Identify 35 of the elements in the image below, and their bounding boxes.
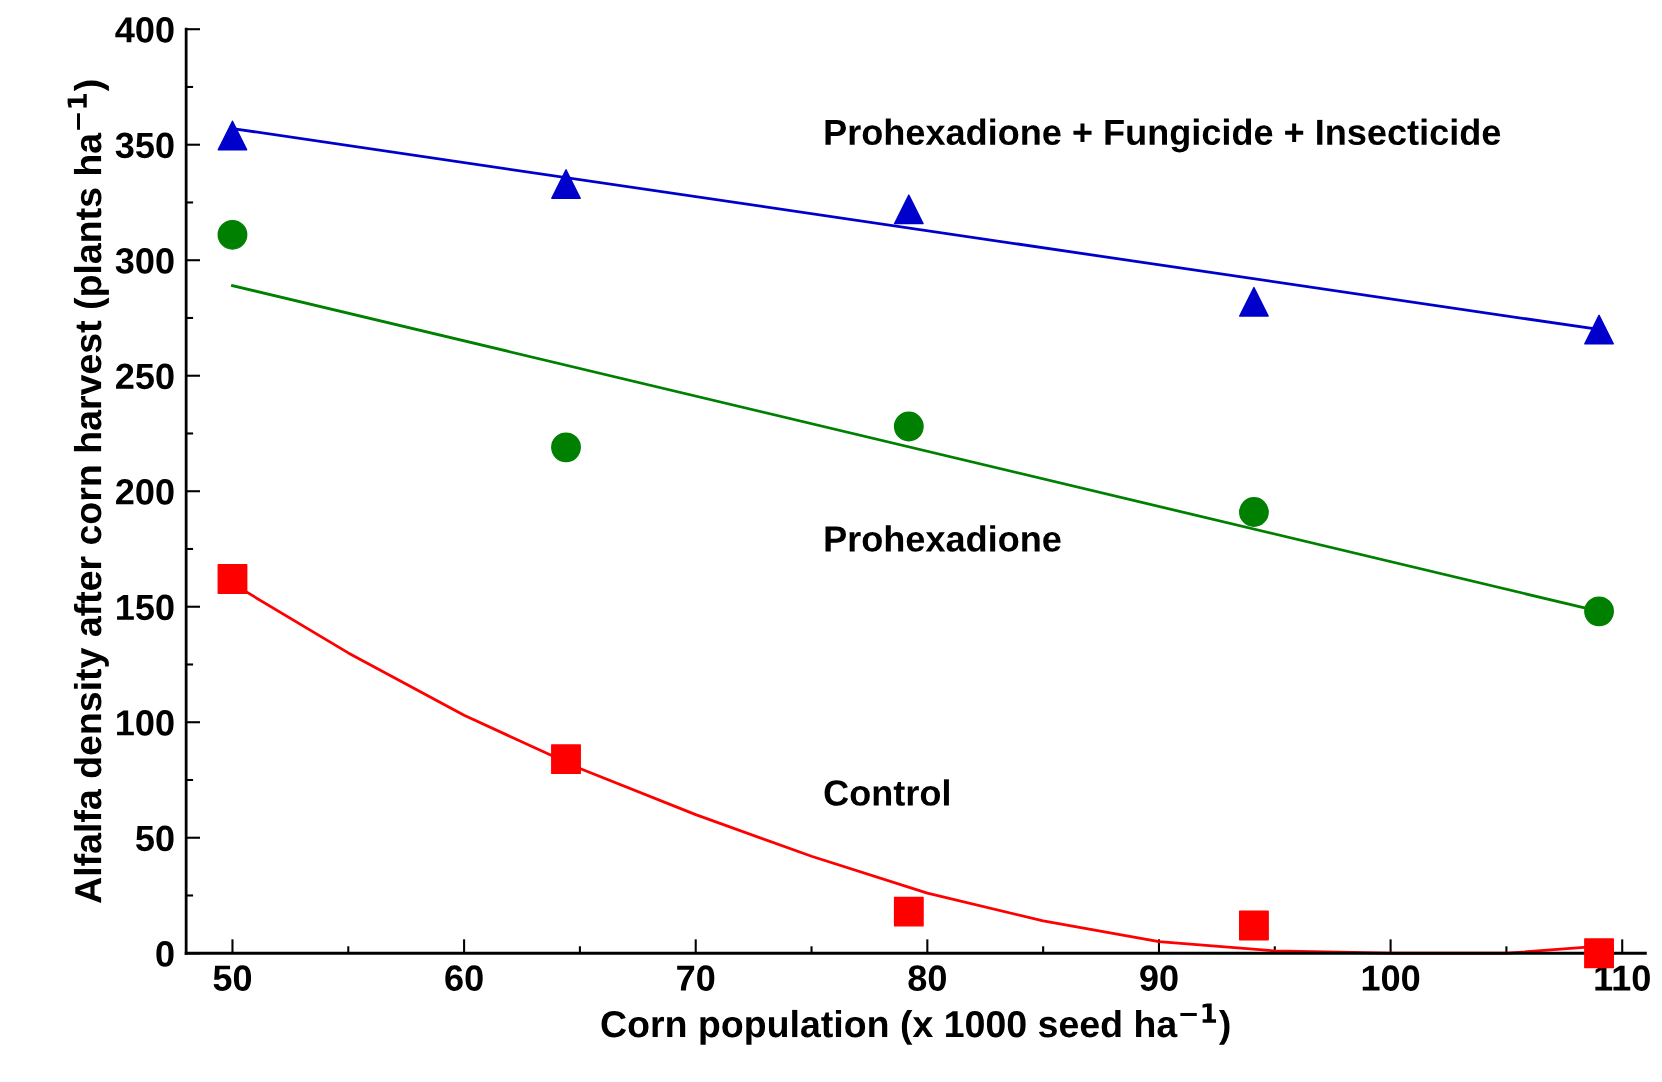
y-tick-label: 400: [115, 17, 174, 43]
y-tick-label: 100: [117, 710, 174, 736]
point: [1239, 497, 1269, 527]
x-tick-label: 70: [677, 965, 715, 991]
x-tick-label: 100: [1362, 965, 1420, 991]
x-tick-label: 50: [213, 965, 252, 991]
y-tick-label: 350: [115, 132, 174, 159]
y-tick-label: 300: [115, 248, 174, 274]
point: [893, 411, 924, 442]
point: [1239, 286, 1269, 317]
x-axis-title: Corn population (x 1000 seed ha$^{−1}$): [601, 1003, 1230, 1045]
y-axis-title: Alfalfa density after corn harvest (plants ha$^{−1}$): [67, 80, 109, 903]
point: [217, 564, 248, 594]
point: [893, 896, 924, 927]
point: [1239, 910, 1269, 941]
point: [551, 169, 581, 199]
y-tick-label: 150: [117, 594, 174, 621]
y-tick-label: 250: [116, 363, 174, 390]
point: [551, 432, 581, 463]
y-tick-label: 50: [135, 825, 174, 852]
point: [551, 744, 581, 775]
y-tick-label: 200: [116, 479, 174, 505]
annotation: Prohexadione + Fungicide + Insecticide: [825, 118, 1501, 153]
x-tick-label: 60: [445, 965, 483, 991]
point: [1584, 596, 1614, 627]
point: [893, 194, 924, 225]
x-tick-label: 110: [1595, 965, 1650, 991]
x-tick-label: 80: [908, 965, 946, 991]
point: [1584, 314, 1614, 345]
y-tick-label: 0: [156, 941, 174, 967]
annotation: Prohexadione: [825, 525, 1061, 552]
point: [217, 120, 248, 151]
x-tick-label: 90: [1140, 965, 1178, 991]
annotation: Control: [824, 779, 949, 806]
point: [217, 219, 248, 250]
